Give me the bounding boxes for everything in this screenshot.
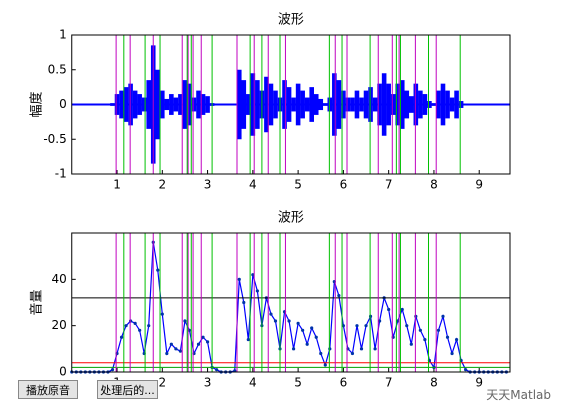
- x-tick-label: 8: [430, 376, 438, 390]
- volume-point: [174, 347, 178, 351]
- volume-point: [296, 321, 300, 325]
- volume-point: [165, 351, 169, 356]
- volume-point: [147, 324, 151, 328]
- x-tick-label: 9: [475, 376, 483, 390]
- x-tick-label: 8: [430, 178, 438, 192]
- volume-point: [119, 335, 124, 339]
- volume-point: [251, 273, 255, 277]
- volume-point: [242, 300, 246, 305]
- volume-point: [373, 347, 377, 351]
- volume-point: [160, 312, 164, 316]
- volume-point: [405, 324, 409, 328]
- watermark: 天天Matlab: [486, 388, 551, 402]
- axes: [71, 233, 510, 372]
- volume-point: [310, 326, 314, 330]
- volume-point: [359, 347, 364, 351]
- volume-point: [255, 289, 259, 293]
- y-tick-label: -1: [55, 167, 67, 181]
- volume-point: [441, 314, 445, 318]
- volume-point: [341, 324, 345, 328]
- volume-point: [291, 347, 296, 351]
- y-tick-label: 20: [51, 318, 66, 332]
- x-tick-label: 7: [385, 178, 393, 192]
- volume-point: [237, 277, 241, 281]
- volume-point: [187, 328, 192, 332]
- play-original-button[interactable]: 播放原音: [18, 380, 78, 399]
- x-tick-label: 5: [294, 178, 302, 192]
- volume-point: [205, 340, 210, 344]
- axes-box: [71, 232, 511, 373]
- volume-point: [400, 307, 404, 312]
- volume-point: [201, 335, 205, 339]
- x-tick-label: 9: [475, 178, 483, 192]
- y-tick-label: 0: [59, 97, 67, 111]
- x-tick-label: 3: [204, 178, 212, 192]
- x-tick-label: 2: [158, 376, 166, 390]
- volume-point: [138, 328, 142, 332]
- axes-box: [71, 34, 511, 175]
- volume-point: [396, 319, 400, 323]
- volume-point: [196, 342, 201, 346]
- y-axis-label: 音量: [28, 289, 44, 315]
- chart-title: 波形: [278, 211, 304, 226]
- y-axis-label: 幅度: [28, 91, 44, 117]
- volume-point: [337, 293, 341, 298]
- volume-point: [445, 335, 450, 339]
- volume-point: [355, 324, 359, 328]
- volume-point: [156, 268, 160, 272]
- volume-point: [387, 307, 391, 312]
- volume-point: [378, 319, 382, 323]
- volume-point: [124, 324, 128, 328]
- volume-point: [273, 319, 278, 323]
- y-tick-label: 40: [51, 272, 66, 286]
- x-tick-label: 3: [204, 376, 212, 390]
- volume-point: [364, 324, 368, 328]
- volume-point: [178, 349, 183, 353]
- volume-point: [454, 337, 459, 342]
- volume-point: [436, 328, 441, 332]
- volume-point: [287, 319, 291, 323]
- chart-title: 波形: [278, 13, 304, 28]
- x-tick-label: 2: [158, 178, 166, 192]
- x-tick-label: 6: [340, 376, 348, 390]
- volume-point: [409, 342, 413, 346]
- x-tick-label: 6: [340, 178, 348, 192]
- y-tick-label: 0.5: [48, 62, 67, 76]
- volume-point: [183, 319, 187, 323]
- volume-point: [269, 312, 273, 316]
- volume-point: [314, 335, 318, 339]
- volume-point: [215, 368, 219, 372]
- y-tick-label: 1: [59, 28, 67, 42]
- volume-point: [110, 368, 115, 372]
- x-tick-label: 1: [113, 178, 121, 192]
- volume-point: [350, 351, 355, 356]
- volume-point: [450, 351, 454, 356]
- x-tick-label: 4: [249, 178, 257, 192]
- play-processed-button[interactable]: 处理后的...: [97, 380, 158, 399]
- x-tick-label: 7: [385, 376, 393, 390]
- volume-point: [246, 337, 250, 342]
- volume-point: [301, 328, 305, 332]
- x-tick-label: 5: [294, 376, 302, 390]
- volume-point: [323, 363, 327, 367]
- volume-point: [418, 328, 422, 332]
- y-tick-label: -0.5: [43, 132, 66, 146]
- x-tick-label: 4: [249, 376, 257, 390]
- volume-point: [133, 321, 137, 325]
- volume-point: [305, 342, 309, 346]
- volume-point: [464, 368, 468, 372]
- y-tick-label: 0: [59, 365, 67, 379]
- volume-point: [319, 351, 323, 356]
- volume-point: [423, 337, 427, 342]
- volume-point: [169, 342, 173, 346]
